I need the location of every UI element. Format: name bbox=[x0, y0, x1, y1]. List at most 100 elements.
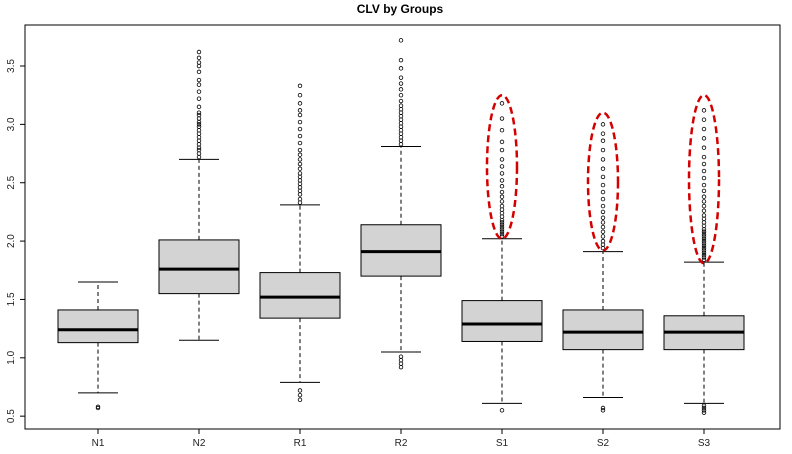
outlier-point bbox=[196, 112, 202, 118]
outlier-point bbox=[499, 171, 505, 176]
outlier-point bbox=[196, 147, 202, 153]
iqr-box bbox=[259, 272, 341, 319]
outlier-point bbox=[701, 108, 707, 113]
outlier-point bbox=[398, 114, 404, 119]
outlier-point bbox=[398, 103, 404, 108]
outlier-point bbox=[701, 245, 707, 251]
outlier-point bbox=[701, 208, 707, 213]
outlier-point bbox=[499, 222, 505, 227]
outlier-point bbox=[600, 174, 606, 180]
outlier-point bbox=[196, 104, 202, 110]
chart-title: CLV by Groups bbox=[357, 2, 444, 16]
outlier-point bbox=[499, 229, 505, 234]
outlier-point bbox=[600, 157, 606, 162]
outlier-point bbox=[701, 145, 707, 150]
outlier-point bbox=[600, 196, 606, 202]
outlier-point bbox=[196, 128, 202, 133]
outlier-point bbox=[701, 213, 707, 218]
outlier-point bbox=[196, 124, 202, 129]
outlier-point bbox=[499, 194, 505, 199]
outlier-point bbox=[196, 131, 202, 136]
outlier-point bbox=[499, 408, 505, 413]
outlier-point bbox=[196, 82, 202, 87]
outlier-point bbox=[297, 188, 303, 194]
outlier-point bbox=[701, 231, 707, 237]
outlier-point bbox=[701, 250, 707, 255]
outlier-point bbox=[297, 126, 303, 132]
outlier-point bbox=[297, 133, 303, 139]
outlier-point bbox=[499, 164, 505, 169]
outlier-point bbox=[297, 166, 303, 171]
outlier-point bbox=[701, 238, 707, 244]
outlier-point bbox=[499, 178, 505, 183]
outlier-point bbox=[297, 178, 303, 183]
outlier-point bbox=[701, 168, 707, 174]
outlier-point bbox=[398, 75, 404, 80]
plot-frame bbox=[24, 24, 781, 430]
outlier-point bbox=[297, 181, 303, 187]
outlier-point bbox=[701, 410, 707, 415]
outlier-point bbox=[600, 215, 606, 220]
outlier-point bbox=[701, 126, 707, 132]
outlier-point bbox=[600, 234, 606, 239]
outlier-point bbox=[701, 188, 707, 194]
outlier-point bbox=[701, 248, 707, 253]
outlier-point bbox=[499, 220, 505, 225]
outlier-point bbox=[196, 89, 202, 94]
outlier-point bbox=[701, 236, 707, 241]
box-r1 bbox=[259, 83, 341, 403]
outlier-point bbox=[499, 157, 505, 162]
outlier-point bbox=[398, 92, 404, 98]
outlier-point bbox=[297, 152, 303, 157]
outlier-point bbox=[297, 147, 303, 153]
iqr-box bbox=[562, 309, 644, 351]
outlier-point bbox=[701, 227, 707, 232]
outlier-point bbox=[499, 234, 505, 239]
outlier-point bbox=[600, 220, 606, 225]
x-tick-label: S3 bbox=[698, 438, 711, 449]
outlier-point bbox=[196, 138, 202, 143]
x-tick-label: S1 bbox=[496, 438, 509, 449]
outlier-point bbox=[196, 135, 202, 140]
outlier-point bbox=[499, 101, 505, 106]
box-s3 bbox=[663, 108, 745, 415]
outlier-point bbox=[398, 361, 404, 366]
outlier-point bbox=[600, 147, 606, 153]
outlier-point bbox=[196, 119, 202, 125]
outlier-point bbox=[499, 227, 505, 232]
outlier-point bbox=[297, 108, 303, 113]
highlight-ellipse-s2 bbox=[586, 111, 620, 252]
outlier-point bbox=[499, 207, 505, 212]
outlier-point bbox=[398, 87, 404, 92]
outlier-point bbox=[701, 243, 707, 248]
y-tick-label: 2.5 bbox=[6, 175, 17, 189]
outlier-point bbox=[196, 69, 202, 75]
outlier-point bbox=[297, 192, 303, 197]
outlier-point bbox=[701, 255, 707, 260]
outlier-point bbox=[398, 98, 404, 104]
iqr-box bbox=[57, 309, 139, 344]
outlier-point bbox=[398, 131, 404, 136]
outlier-point bbox=[499, 184, 505, 189]
outlier-point bbox=[196, 77, 202, 83]
outlier-point bbox=[196, 145, 202, 150]
outlier-point bbox=[196, 63, 202, 69]
outlier-point bbox=[600, 242, 606, 247]
outlier-point bbox=[297, 119, 303, 125]
outlier-point bbox=[297, 185, 303, 190]
outlier-point bbox=[600, 166, 606, 171]
outlier-point bbox=[297, 200, 303, 205]
outlier-point bbox=[297, 157, 303, 162]
highlight-ellipse-s1 bbox=[485, 93, 519, 241]
outlier-point bbox=[398, 128, 404, 133]
outlier-point bbox=[196, 142, 202, 147]
outlier-point bbox=[196, 151, 202, 156]
outlier-point bbox=[398, 38, 404, 43]
box-n2 bbox=[158, 49, 240, 341]
box-n1 bbox=[57, 281, 139, 411]
outlier-point bbox=[297, 171, 303, 176]
outlier-point bbox=[95, 404, 101, 410]
outlier-point bbox=[701, 154, 707, 160]
outlier-point bbox=[297, 174, 303, 180]
